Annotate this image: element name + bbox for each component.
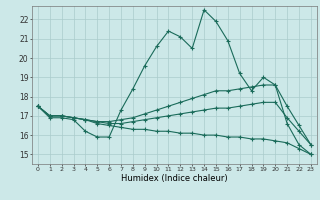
X-axis label: Humidex (Indice chaleur): Humidex (Indice chaleur) xyxy=(121,174,228,183)
